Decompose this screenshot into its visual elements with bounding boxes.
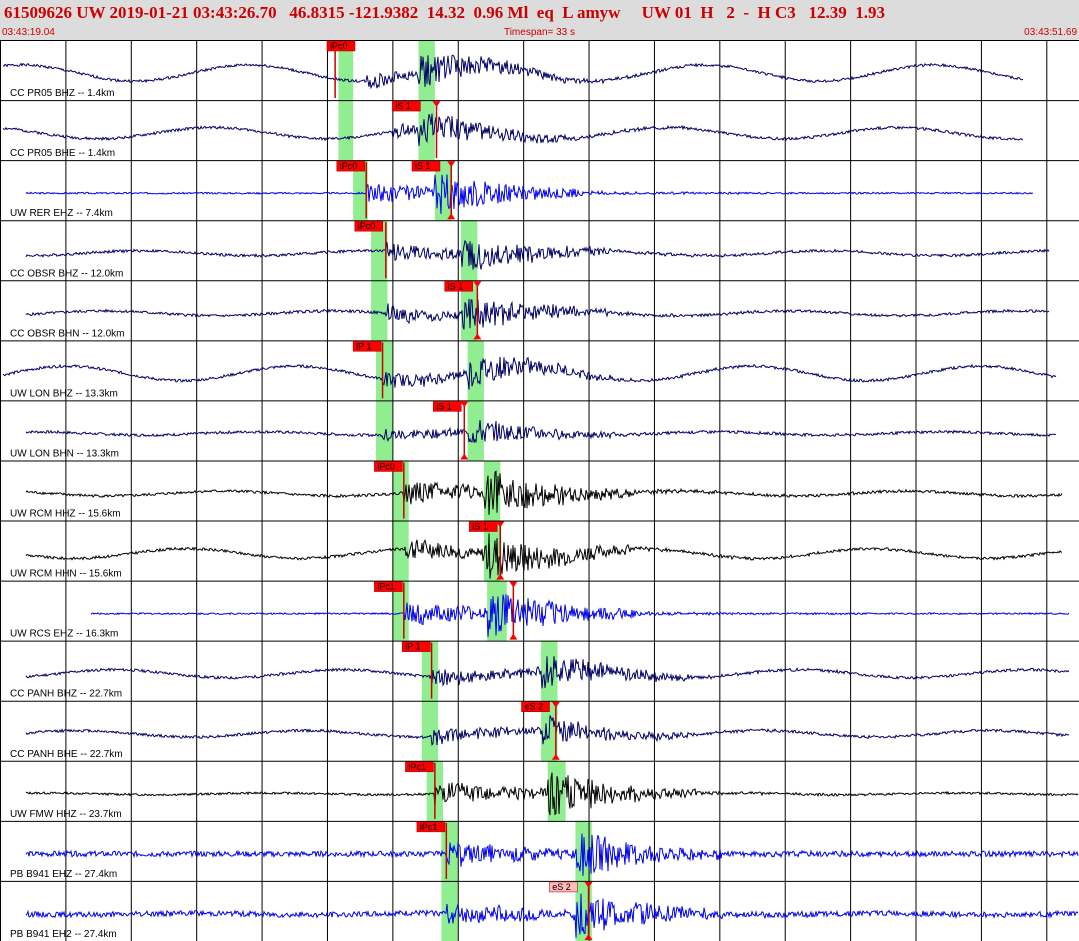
pick-box-2-0[interactable] xyxy=(336,160,366,172)
pick-box-8-0[interactable] xyxy=(468,521,498,532)
pick-box-10-0[interactable] xyxy=(401,641,431,652)
pick-box-7-0[interactable] xyxy=(374,461,403,472)
waveform-2[interactable] xyxy=(25,174,1034,214)
end-time: 03:43:51.69 xyxy=(1024,27,1077,38)
pick-arrow-top-14-0 xyxy=(584,881,593,888)
waveform-13[interactable] xyxy=(25,833,1079,876)
pick-arrow-bottom-4-0 xyxy=(473,333,482,340)
pick-label-14-0: eS 2 xyxy=(552,882,571,892)
pick-arrow-top-9-1 xyxy=(509,581,518,588)
pick-label-12-0: iPc1 xyxy=(408,762,426,772)
channel-label-5: UW LON BHZ -- 13.3km xyxy=(10,388,118,399)
pick-box-1-0[interactable] xyxy=(392,100,421,112)
event-title: 61509626 UW 2019-01-21 03:43:26.70 46.83… xyxy=(4,3,885,22)
pick-box-11-0[interactable] xyxy=(521,701,550,712)
channel-label-14: PB B941 EH2 -- 27.4km xyxy=(10,929,117,940)
pick-label-3-0: iPc0 xyxy=(358,221,376,231)
pick-label-8-0: iS 1 xyxy=(472,522,488,532)
waveform-1[interactable] xyxy=(2,113,1023,146)
timespan-label: Timespan= 33 s xyxy=(503,27,576,38)
pick-arrow-top-8-0 xyxy=(496,521,505,528)
phase-window-5-0 xyxy=(376,340,393,401)
waveform-9[interactable] xyxy=(90,594,1070,637)
pick-arrow-top-11-0 xyxy=(551,701,560,708)
waveform-0[interactable] xyxy=(2,54,1024,90)
channel-label-12: UW FMW HHZ -- 23.7km xyxy=(10,809,122,820)
waveform-11[interactable] xyxy=(25,715,1070,747)
pick-arrow-bottom-9-1 xyxy=(509,633,518,640)
pick-label-2-0: iPc0 xyxy=(340,161,358,171)
pick-label-10-0: iP 1 xyxy=(405,642,420,652)
waveform-14[interactable] xyxy=(25,893,1079,938)
pick-label-2-1: iS 1 xyxy=(415,161,431,171)
pick-box-13-0[interactable] xyxy=(416,821,446,833)
pick-label-6-0: iS 1 xyxy=(436,401,452,411)
pick-arrow-top-4-0 xyxy=(473,281,482,288)
phase-window-2-0 xyxy=(353,160,368,221)
pick-box-3-0[interactable] xyxy=(354,220,384,232)
channel-label-9: UW RCS EHZ -- 16.3km xyxy=(10,629,118,640)
waveform-7[interactable] xyxy=(25,470,1063,515)
pick-label-7-0: iPc0 xyxy=(377,461,395,471)
pick-box-14-0[interactable] xyxy=(549,881,578,893)
pick-arrow-bottom-6-0 xyxy=(460,453,469,460)
pick-arrow-bottom-8-0 xyxy=(496,573,505,580)
channel-label-4: CC OBSR BHN -- 12.0km xyxy=(10,328,124,339)
phase-window-7-0 xyxy=(392,460,409,521)
waveform-10[interactable] xyxy=(25,656,1070,689)
waveform-5[interactable] xyxy=(2,356,1057,390)
phase-window-0-0 xyxy=(338,40,354,101)
phase-window-1-0 xyxy=(338,100,354,161)
seismogram-panel[interactable]: CC PR05 BHZ -- 1.4km iPc0 CC PR05 BHE -- 1… xyxy=(0,40,1079,941)
waveform-3[interactable] xyxy=(25,239,1050,270)
channel-label-1: CC PR05 BHE -- 1.4km xyxy=(10,148,115,159)
header-bar: 61509626 UW 2019-01-21 03:43:26.70 46.83… xyxy=(0,0,1079,40)
pick-box-9-0[interactable] xyxy=(374,581,403,592)
phase-window-11-0 xyxy=(421,700,439,761)
pick-label-11-0: eS 2 xyxy=(525,702,544,712)
pick-label-9-0: iPc1 xyxy=(377,582,395,592)
channel-label-10: CC PANH BHZ -- 22.7km xyxy=(10,689,122,700)
phase-window-14-1 xyxy=(575,880,592,941)
channel-label-11: CC PANH BHE -- 22.7km xyxy=(10,749,123,760)
pick-arrow-top-1-0 xyxy=(432,101,441,108)
pick-box-6-0[interactable] xyxy=(432,401,462,412)
pick-box-12-0[interactable] xyxy=(405,761,434,773)
pick-box-2-1[interactable] xyxy=(411,160,441,172)
phase-window-4-0 xyxy=(371,280,388,341)
pick-label-5-0: iP 1 xyxy=(356,341,371,351)
channel-label-0: CC PR05 BHZ -- 1.4km xyxy=(10,88,114,99)
channel-label-6: UW LON BHN -- 13.3km xyxy=(10,448,119,459)
channel-label-3: CC OBSR BHZ -- 12.0km xyxy=(10,268,123,279)
pick-label-0-0: iPc0 xyxy=(330,41,348,51)
channel-label-7: UW RCM HHZ -- 15.6km xyxy=(10,509,121,520)
pick-arrow-bottom-14-0 xyxy=(584,934,593,940)
phase-window-6-0 xyxy=(376,400,393,461)
pick-arrow-bottom-11-0 xyxy=(551,753,560,760)
channel-label-13: PB B941 EHZ -- 27.4km xyxy=(10,869,117,880)
waveform-8[interactable] xyxy=(25,533,1063,579)
phase-window-6-1 xyxy=(467,400,484,461)
waveform-4[interactable] xyxy=(25,298,1050,330)
pick-label-4-0: iS 1 xyxy=(448,281,464,291)
channel-label-8: UW RCM HHN -- 15.6km xyxy=(10,569,122,580)
waveform-12[interactable] xyxy=(25,772,1079,816)
pick-label-1-0: iS 1 xyxy=(395,101,411,111)
phase-window-8-0 xyxy=(392,520,409,581)
channel-label-2: UW RER EHZ -- 7.4km xyxy=(10,208,113,219)
waveform-6[interactable] xyxy=(25,419,1057,444)
pick-arrow-top-2-1 xyxy=(447,161,456,168)
phase-window-9-0 xyxy=(392,580,409,641)
pick-arrow-top-6-0 xyxy=(460,401,469,408)
start-time: 03:43:19.04 xyxy=(2,27,55,38)
pick-box-0-0[interactable] xyxy=(326,40,356,52)
phase-window-10-0 xyxy=(421,640,439,701)
pick-box-5-0[interactable] xyxy=(352,341,382,352)
phase-window-10-1 xyxy=(541,640,558,701)
pick-box-4-0[interactable] xyxy=(444,281,473,292)
pick-arrow-bottom-2-1 xyxy=(447,213,456,220)
phase-window-1-1 xyxy=(418,100,435,161)
phase-window-14-0 xyxy=(441,880,458,941)
pick-label-13-0: iPc1 xyxy=(420,822,438,832)
